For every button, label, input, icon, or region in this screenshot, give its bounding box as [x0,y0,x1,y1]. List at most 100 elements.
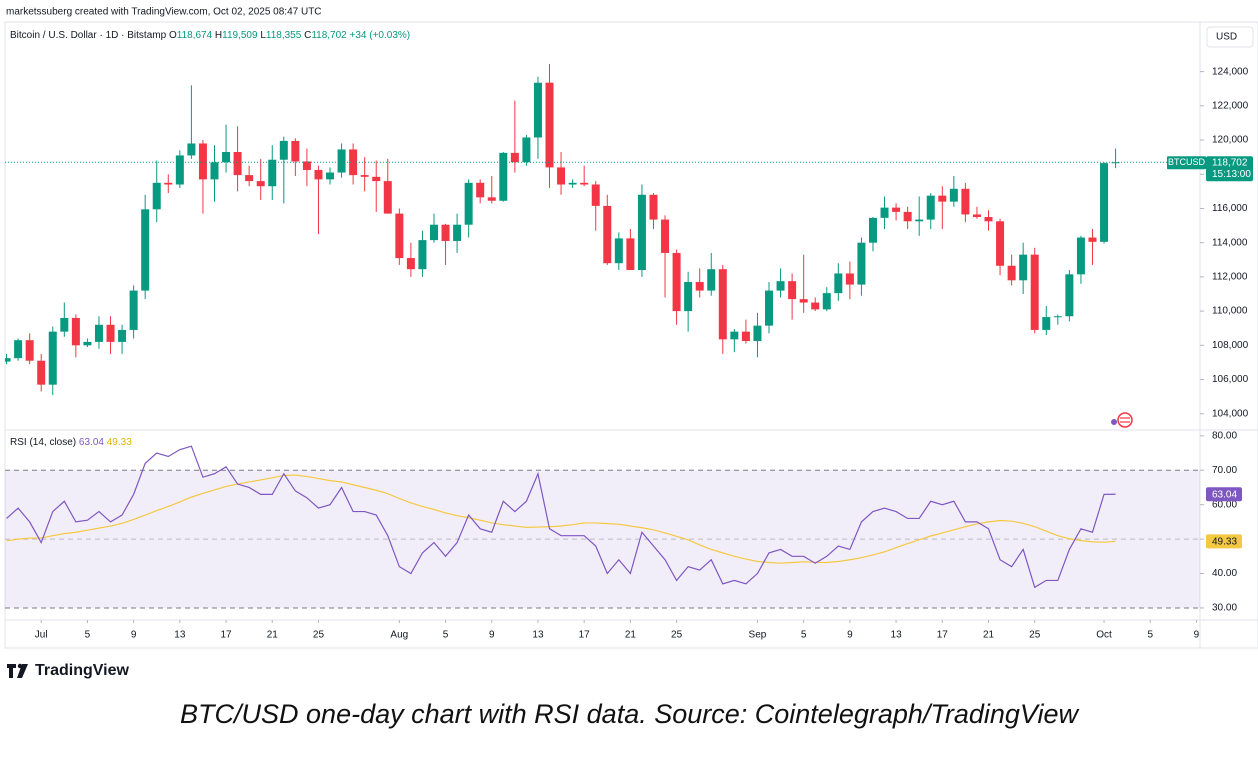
candle-body [672,252,681,312]
ohlc-key: O [169,30,177,41]
candle-body [637,194,646,271]
candle-body [94,324,103,342]
x-tick-label: 13 [174,630,186,641]
candle-body [649,194,658,220]
change: +34 (+0.03%) [350,30,411,41]
currency-box[interactable] [1206,26,1254,48]
candle-body [938,195,947,202]
y-tick-label: 122,000 [1212,100,1249,111]
candle-body [545,82,554,168]
candle-body [383,181,392,214]
candle-body [1088,237,1097,242]
rsi-tag-bg [1206,487,1242,502]
candle-body [811,302,820,310]
y-tick-label: 114,000 [1212,237,1248,248]
x-tick-label: 5 [443,630,449,641]
x-tick-label: 5 [85,630,91,641]
caption: BTC/USD one-day chart with RSI data. Sou… [180,699,1079,729]
rsi-ma-line [6,474,1116,564]
candle-body [210,162,219,180]
candle-body [903,211,912,222]
candle-body [48,331,57,385]
candle-body [372,176,381,182]
candle-body [1076,237,1085,275]
candle-body [949,188,958,202]
candle-body [580,182,589,185]
x-tick-label: 13 [891,630,903,641]
x-tick-label: 17 [937,630,949,641]
ohlc-key: C [304,30,311,41]
candle-body [961,188,970,215]
candle-body [614,238,623,264]
candle-body [14,340,23,359]
rsi-pane [5,445,1200,609]
x-tick-label: 25 [1029,630,1041,641]
candle-body [695,282,704,291]
candle-body [118,329,127,342]
candle-body [337,149,346,173]
ohlc-value: 118,702 [311,30,347,41]
axes: 104,000 106,000 108,000 110,000 112,000 114,0… [35,66,1253,641]
x-tick-label: 17 [220,630,232,641]
y-tick-label: 108,000 [1212,340,1249,351]
candle-body [533,82,542,138]
candle-body [845,273,854,285]
candle-body [291,140,300,162]
candle-body [5,358,11,362]
candle-body [603,205,612,264]
symbol: Bitcoin / U.S. Dollar · 1D · Bitstamp [10,30,167,41]
symbol-tag-bg [1167,156,1206,170]
candle-body [684,282,693,312]
y-tick-label: 30.00 [1212,603,1237,614]
x-tick-label: Oct [1096,630,1112,641]
y-tick-label: 40.00 [1212,568,1237,579]
candle-body [1019,254,1028,281]
countdown: 15:13:00 [1212,169,1251,180]
candle-body [915,219,924,222]
candle-body [222,152,231,163]
candle-body [233,152,242,176]
x-tick-label: Jul [35,630,48,641]
candle-body [568,182,577,185]
candle-body [71,317,80,346]
rsi-legend: RSI (14, close) 63.04 49.33 [10,437,132,448]
x-tick-label: 5 [1147,630,1153,641]
candle-body [326,172,335,180]
y-tick-label: 60.00 [1212,499,1237,510]
candle-body [141,209,150,291]
candle-body [464,182,473,225]
candle-body [972,214,981,218]
rsi-value: 63.04 [79,437,104,448]
candle-body [1042,317,1051,330]
chart-frame [4,21,1258,649]
rsi-title: RSI (14, close) [10,437,76,448]
candle-body [522,137,531,163]
ohlc-key: L [260,30,266,41]
candle-body [395,213,404,259]
candle-body [984,217,993,222]
candle-body [198,143,207,180]
x-tick-label: 21 [267,630,279,641]
candle-body [1053,316,1062,318]
credit: marketssuberg created with TradingView.c… [6,7,322,18]
logo: TradingView [7,662,130,679]
candle-body [152,182,161,210]
candle-body [245,175,254,182]
candle-body [868,217,877,243]
price-pane [5,63,1200,395]
x-tick-label: 9 [489,630,495,641]
candle-body [499,152,508,201]
candle-body [788,281,797,300]
candle-body [314,169,323,180]
candle-body [510,152,519,163]
candle-body [892,207,901,212]
y-tick-label: 116,000 [1212,203,1248,214]
candle-body [996,221,1005,266]
x-tick-label: 9 [1194,630,1200,641]
candle-body [776,281,785,291]
currency[interactable]: USD [1216,32,1237,43]
candle-body [129,290,138,330]
candle-body [175,155,184,185]
